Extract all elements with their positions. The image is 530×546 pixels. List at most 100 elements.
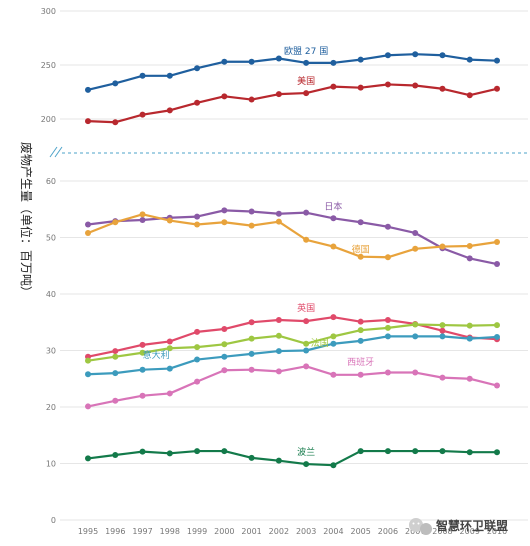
data-point: [112, 353, 119, 360]
data-point: [412, 51, 419, 58]
y-axis-label: 废物产生量（单位：百万吨）: [19, 142, 34, 298]
data-point: [330, 215, 337, 222]
series-5: [85, 321, 500, 364]
data-point: [166, 107, 173, 114]
data-point: [85, 455, 91, 462]
data-point: [139, 216, 146, 223]
data-point: [357, 371, 364, 378]
data-point: [357, 327, 364, 334]
series-line: [87, 83, 498, 124]
series-1: [85, 81, 500, 126]
data-point: [139, 341, 146, 348]
series-lines: [85, 51, 500, 469]
data-point: [494, 382, 500, 389]
data-point: [112, 219, 119, 226]
data-point: [466, 375, 473, 382]
data-point: [303, 59, 310, 66]
series-line: [87, 335, 498, 376]
data-point: [439, 327, 446, 334]
data-point: [194, 221, 201, 228]
data-point: [139, 366, 146, 373]
data-point: [412, 82, 419, 89]
x-tick-label: 2005: [350, 527, 370, 536]
data-point: [357, 219, 364, 226]
data-point: [412, 245, 419, 252]
data-point: [85, 371, 91, 378]
data-point: [166, 390, 173, 397]
y-tick-label: 50: [46, 234, 56, 243]
data-point: [384, 223, 391, 230]
data-point: [112, 348, 119, 355]
data-point: [494, 322, 500, 329]
data-point: [221, 326, 228, 333]
data-point: [384, 324, 391, 331]
axis-break-mark: [49, 146, 58, 158]
data-point: [494, 85, 500, 92]
y-tick-label: 0: [51, 516, 56, 525]
data-point: [221, 58, 228, 65]
x-tick-label: 1997: [132, 527, 152, 536]
data-point: [221, 93, 228, 100]
data-point: [85, 229, 91, 236]
y-tick-label: 20: [46, 403, 56, 412]
x-tick-label: 2008: [432, 527, 452, 536]
data-point: [275, 348, 282, 355]
x-tick-label: 1998: [160, 527, 180, 536]
data-point: [466, 92, 473, 99]
data-point: [85, 403, 91, 410]
data-point: [439, 52, 446, 59]
data-point: [275, 218, 282, 225]
series-label: 西班牙: [347, 356, 374, 368]
y-tick-label: 300: [41, 7, 56, 16]
x-tick-label: 2003: [296, 527, 316, 536]
data-point: [139, 72, 146, 79]
series-line: [87, 213, 498, 259]
x-tick-label: 2006: [378, 527, 398, 536]
data-point: [275, 210, 282, 217]
axis-break-mark: [54, 146, 63, 158]
data-point: [248, 319, 255, 326]
data-point: [330, 243, 337, 250]
x-tick-label: 2010: [487, 527, 507, 536]
data-point: [85, 357, 91, 364]
data-point: [466, 255, 473, 262]
data-point: [439, 85, 446, 92]
data-point: [439, 448, 446, 455]
series-3: [85, 211, 500, 261]
data-point: [466, 449, 473, 456]
series-line: [87, 449, 497, 467]
data-point: [439, 374, 446, 381]
y-tick-label: 40: [46, 290, 56, 299]
data-point: [357, 56, 364, 63]
data-point: [494, 333, 500, 340]
data-point: [303, 209, 310, 216]
data-point: [303, 340, 310, 347]
data-point: [384, 369, 391, 376]
data-point: [303, 363, 310, 370]
data-point: [330, 314, 337, 321]
data-point: [194, 328, 201, 335]
data-point: [412, 229, 419, 236]
data-point: [85, 221, 91, 228]
data-point: [275, 55, 282, 62]
data-point: [112, 119, 119, 126]
data-point: [384, 52, 391, 59]
data-point: [330, 340, 337, 347]
data-point: [357, 318, 364, 325]
data-point: [221, 207, 228, 214]
data-point: [384, 333, 391, 340]
data-point: [357, 337, 364, 344]
data-point: [466, 56, 473, 63]
data-point: [221, 448, 228, 455]
x-tick-label: 2009: [460, 527, 480, 536]
data-point: [248, 96, 255, 103]
data-point: [194, 213, 201, 220]
data-point: [221, 341, 228, 348]
x-tick-label: 1996: [105, 527, 125, 536]
series-0: [85, 51, 500, 93]
series-label: 英国: [297, 302, 315, 314]
data-point: [194, 448, 201, 455]
series-label: 美国: [297, 75, 315, 87]
